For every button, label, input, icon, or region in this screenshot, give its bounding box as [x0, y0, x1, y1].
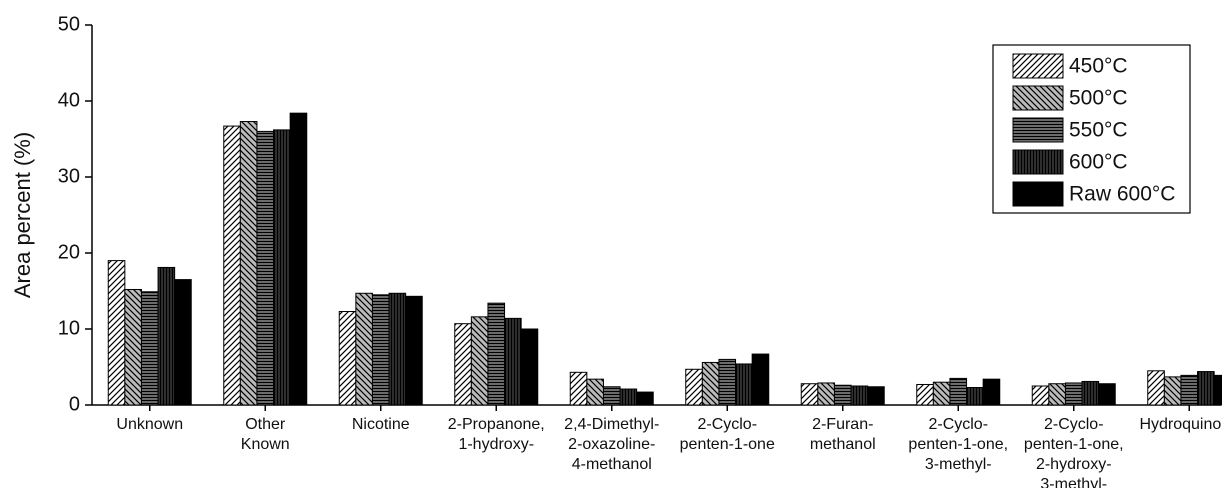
x-tick-label: Unknown [116, 416, 183, 433]
bar [140, 291, 159, 406]
legend-swatch [1012, 85, 1064, 111]
bar [273, 129, 291, 406]
bar [1098, 383, 1116, 406]
bar [487, 302, 506, 406]
y-tick-label: 50 [58, 13, 80, 35]
legend-swatch [1012, 53, 1064, 79]
bar [602, 386, 621, 406]
bar [454, 323, 472, 406]
bar [636, 391, 654, 406]
bar [107, 260, 126, 406]
legend-label: 450°C [1069, 55, 1128, 78]
bar [223, 125, 241, 406]
legend-label: 600°C [1069, 151, 1128, 174]
x-tick-label: 2,4-Dimethyl-2-oxazoline-4-methanol [564, 416, 659, 473]
bar [256, 130, 275, 406]
x-tick-label: Other Known [241, 416, 290, 453]
bar [388, 292, 407, 406]
legend-label: Raw 600°C [1069, 183, 1175, 206]
bar [157, 266, 176, 406]
bar [619, 388, 638, 406]
bar [1180, 374, 1199, 406]
legend-label: 500°C [1069, 87, 1128, 110]
x-tick-label: 2-Cyclo-penten-1-one [680, 416, 775, 453]
legend-label: 550°C [1069, 119, 1128, 142]
bar [735, 363, 753, 406]
bar [817, 382, 835, 406]
x-tick-label: Hydroquinone [1139, 416, 1222, 433]
bar [504, 317, 522, 406]
x-tick-label: 2-Furan-methanol [810, 416, 876, 453]
bar [1147, 370, 1165, 406]
bar [1213, 374, 1222, 406]
bar [569, 371, 588, 406]
bar [701, 361, 720, 406]
bar [685, 368, 703, 406]
bar [355, 292, 373, 406]
bar [982, 378, 1001, 406]
bar [850, 385, 869, 406]
y-tick-label: 0 [69, 393, 80, 415]
bar [718, 358, 737, 406]
legend-swatch [1012, 149, 1064, 175]
x-tick-label: 2-Propanone, 1-hydroxy- [448, 416, 545, 453]
legend-swatch [1012, 117, 1064, 143]
bar [520, 328, 539, 406]
bar [949, 377, 968, 406]
bar [1048, 383, 1066, 406]
bar [800, 383, 819, 406]
legend-swatch [1012, 181, 1064, 207]
x-tick-label: 2-Cyclo-penten-1-one, 2-hydroxy-3-methyl- [1024, 416, 1124, 488]
bar [867, 386, 885, 406]
bar [1031, 385, 1050, 406]
bar [932, 381, 951, 406]
y-tick-label: 20 [58, 241, 80, 263]
bar [1081, 380, 1100, 406]
bar [239, 121, 258, 406]
x-tick-label: 2-Cyclo-penten-1-one, 3-methyl- [908, 416, 1008, 473]
bar [405, 295, 423, 406]
bar [1197, 371, 1215, 406]
y-axis-label: Area percent (%) [10, 132, 35, 298]
y-tick-label: 40 [58, 89, 80, 111]
bar [916, 383, 934, 406]
x-tick-label: Nicotine [352, 416, 410, 433]
bar [1064, 382, 1083, 406]
bar [124, 288, 142, 406]
bar [751, 353, 770, 406]
bar [833, 384, 852, 406]
bar [586, 378, 604, 406]
bar [289, 112, 308, 406]
bar [174, 279, 192, 406]
bar [1163, 376, 1182, 406]
bar [371, 294, 390, 406]
bar [966, 387, 984, 406]
bar [470, 316, 489, 406]
y-tick-label: 30 [58, 165, 80, 187]
y-tick-label: 10 [58, 317, 80, 339]
bar [338, 311, 357, 406]
